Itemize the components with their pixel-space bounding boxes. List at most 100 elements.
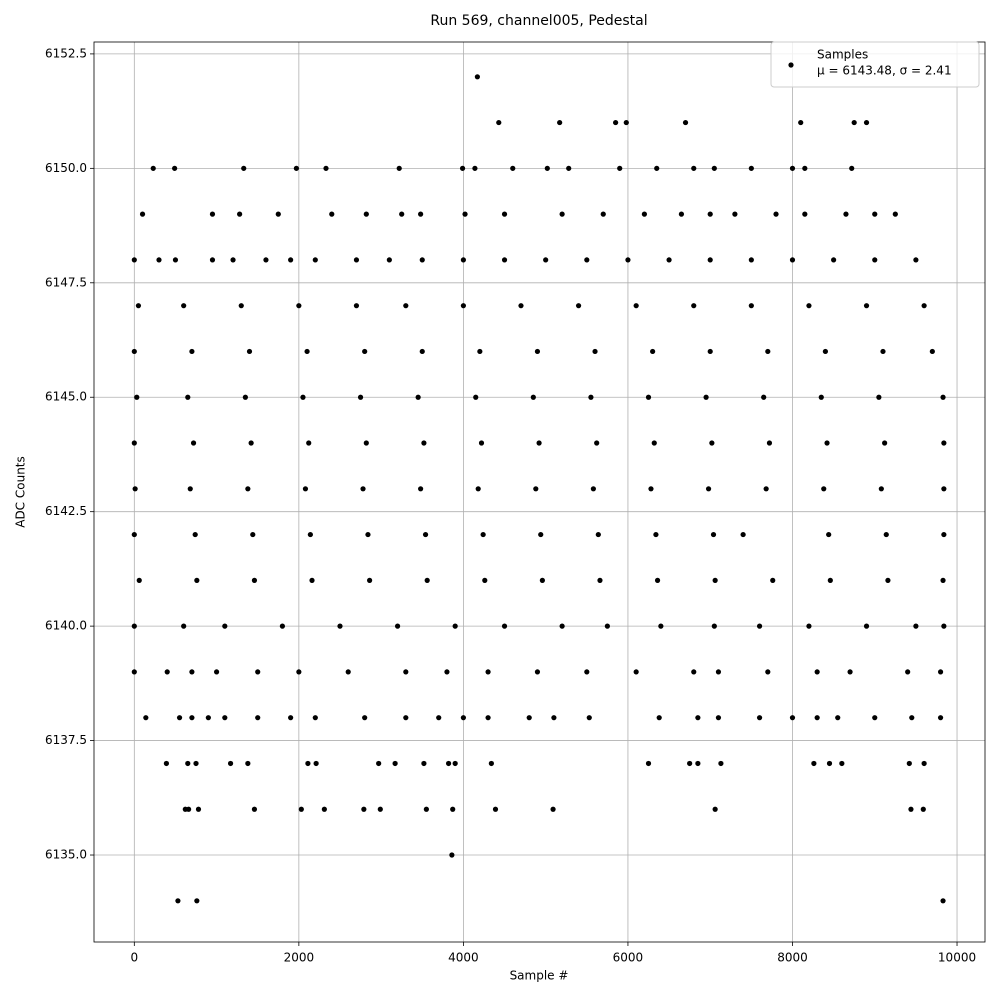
data-point <box>814 669 820 675</box>
data-point <box>251 806 258 812</box>
data-point <box>205 715 211 721</box>
data-point <box>419 257 425 263</box>
data-point <box>705 486 712 492</box>
data-point <box>691 303 697 309</box>
data-point <box>712 806 718 812</box>
data-point <box>588 394 594 400</box>
data-point <box>288 715 294 721</box>
data-point <box>789 715 796 721</box>
y-tick-label: 6147.5 <box>45 275 87 289</box>
data-point <box>444 669 450 675</box>
data-point <box>937 669 944 675</box>
data-point <box>242 394 248 400</box>
data-point <box>418 211 424 217</box>
data-point <box>175 898 181 904</box>
data-point <box>666 257 672 263</box>
data-point <box>539 577 545 583</box>
data-point <box>423 806 429 812</box>
data-point <box>827 577 833 583</box>
data-point <box>251 577 258 583</box>
data-point <box>187 486 193 492</box>
data-point <box>496 119 502 126</box>
data-point <box>237 211 243 217</box>
data-point <box>163 760 169 767</box>
data-point <box>878 486 884 492</box>
data-point <box>477 348 483 355</box>
data-point <box>362 715 368 721</box>
data-point <box>227 760 234 767</box>
data-point <box>403 715 409 721</box>
data-point <box>394 623 401 629</box>
data-point <box>909 715 915 721</box>
data-point <box>707 211 713 217</box>
data-point <box>312 257 318 263</box>
data-point <box>501 257 508 263</box>
data-point <box>302 486 309 492</box>
data-point <box>863 303 870 309</box>
data-point <box>293 165 299 171</box>
data-point <box>557 119 563 126</box>
data-point <box>654 165 660 171</box>
data-point <box>831 257 837 263</box>
data-point <box>687 760 693 767</box>
data-point <box>172 257 179 263</box>
data-point <box>185 760 191 767</box>
data-point <box>533 486 539 492</box>
data-point <box>863 119 870 126</box>
data-point <box>905 669 911 675</box>
data-point <box>880 348 886 355</box>
data-point <box>132 486 138 492</box>
data-point <box>321 806 327 812</box>
data-point <box>921 760 927 767</box>
data-point <box>802 211 808 217</box>
data-point <box>691 165 697 171</box>
data-point <box>403 669 409 675</box>
data-point <box>131 623 137 629</box>
data-point <box>806 623 812 629</box>
data-point <box>460 257 466 263</box>
data-point <box>131 348 137 355</box>
data-point <box>839 760 845 767</box>
legend-box <box>770 41 980 88</box>
data-point <box>172 165 178 171</box>
data-point <box>131 257 137 263</box>
data-point <box>940 577 946 583</box>
data-point <box>653 531 659 538</box>
data-point <box>847 669 853 675</box>
data-point <box>625 257 631 263</box>
data-point <box>361 806 367 812</box>
x-tick-label: 2000 <box>284 951 315 965</box>
y-tick-label: 6150.0 <box>45 161 87 175</box>
x-tick-label: 0 <box>130 951 138 965</box>
data-point <box>586 715 592 721</box>
data-point <box>682 119 689 126</box>
data-point <box>761 394 767 400</box>
data-point <box>386 257 392 263</box>
data-point <box>460 715 466 721</box>
data-point <box>450 806 456 812</box>
y-tick-label: 6135.0 <box>45 848 87 862</box>
data-point <box>773 211 779 217</box>
data-point <box>313 760 319 767</box>
data-point <box>789 257 796 263</box>
data-point <box>835 715 841 721</box>
data-point <box>798 119 804 126</box>
data-point <box>245 486 251 492</box>
data-point <box>421 760 427 767</box>
data-point <box>238 303 244 309</box>
data-point <box>478 440 485 446</box>
data-point <box>185 394 191 400</box>
data-point <box>651 440 657 446</box>
data-point <box>748 303 754 309</box>
data-point <box>475 486 481 492</box>
legend-label: Samples <box>817 48 868 62</box>
data-point <box>707 348 713 355</box>
data-point <box>920 806 926 812</box>
data-point <box>641 211 647 217</box>
data-point <box>592 348 598 355</box>
data-point <box>329 211 335 217</box>
data-point <box>770 577 776 583</box>
data-point <box>452 760 458 767</box>
data-point <box>309 577 315 583</box>
